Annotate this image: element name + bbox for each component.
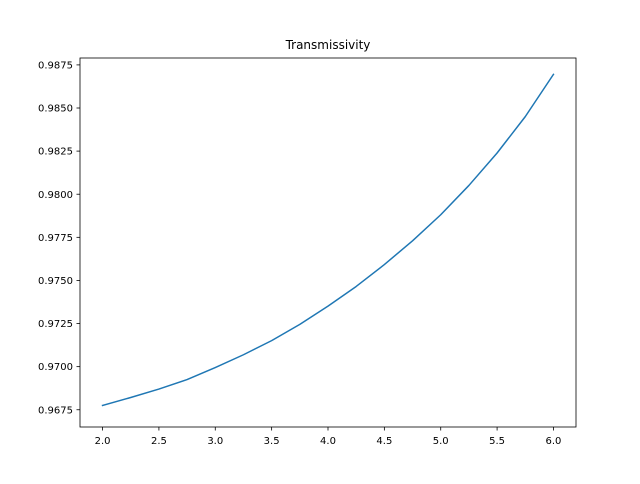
y-tick-label: 0.9725 xyxy=(38,319,73,330)
x-axis: 2.0 2.5 3.0 3.5 4.0 4.5 5.0 5.5 6.0 xyxy=(95,427,562,447)
y-tick-label: 0.9875 xyxy=(38,60,73,71)
y-axis: 0.9675 0.9700 0.9725 0.9750 0.9775 0.9800 0.98… xyxy=(38,60,80,416)
x-tick-label: 5.5 xyxy=(489,436,505,447)
y-tick-label: 0.9750 xyxy=(38,276,73,287)
x-tick-label: 5.0 xyxy=(433,436,449,447)
y-tick-label: 0.9850 xyxy=(38,104,73,115)
plot-area xyxy=(101,73,555,407)
axes-border xyxy=(79,57,577,428)
y-tick-label: 0.9700 xyxy=(38,362,73,373)
series-line-0 xyxy=(101,73,555,407)
x-tick-label: 4.0 xyxy=(320,436,336,447)
y-tick-label: 0.9675 xyxy=(38,405,73,416)
x-tick-label: 2.0 xyxy=(95,436,111,447)
chart-title: Transmissivity xyxy=(285,38,371,52)
y-tick-label: 0.9825 xyxy=(38,147,73,158)
x-tick-label: 4.5 xyxy=(376,436,392,447)
x-tick-label: 3.5 xyxy=(264,436,280,447)
x-tick-label: 2.5 xyxy=(151,436,167,447)
y-tick-label: 0.9800 xyxy=(38,190,73,201)
x-tick-label: 3.0 xyxy=(207,436,223,447)
x-tick-label: 6.0 xyxy=(546,436,562,447)
axes-frame xyxy=(79,57,577,428)
y-tick-label: 0.9775 xyxy=(38,233,73,244)
